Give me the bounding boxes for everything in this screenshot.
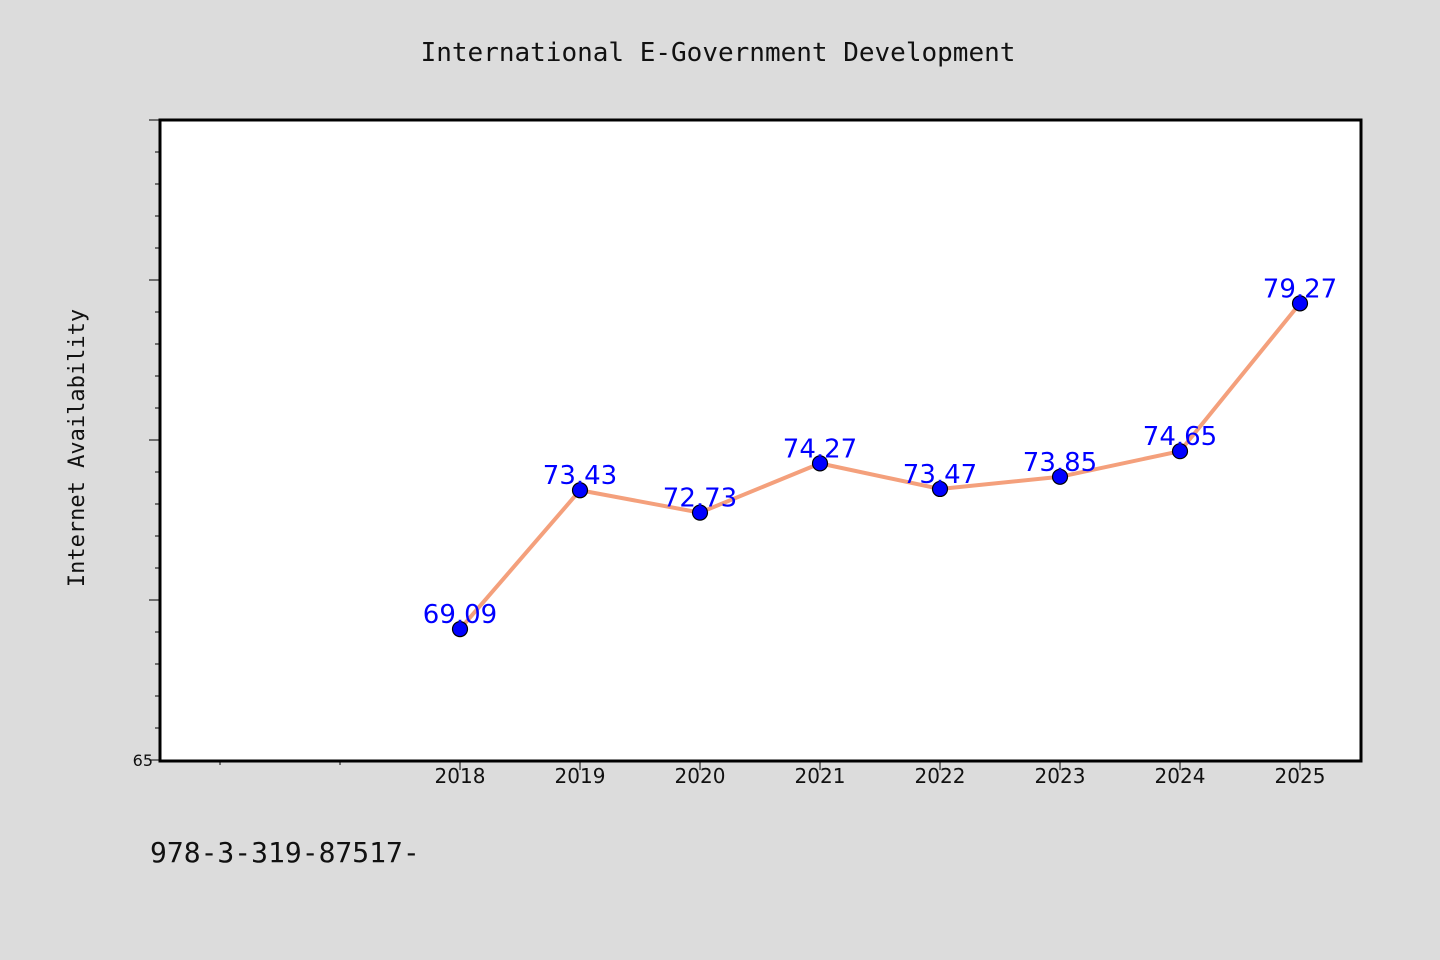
data-label: 73.43	[543, 461, 617, 491]
footer-isbn-text: 978-3-319-87517-	[150, 836, 420, 869]
x-tick-label: 2019	[555, 764, 606, 788]
data-labels: 69.09 73.43 72.73 74.27 73.47 73.85 74.65 79.27	[423, 274, 1337, 630]
data-label: 73.47	[903, 460, 977, 490]
x-tick-label: 2022	[915, 764, 966, 788]
series-lines	[458, 302, 1302, 631]
data-point	[451, 621, 469, 638]
x-tick-label: 2021	[795, 764, 846, 788]
series-markers	[451, 295, 1309, 638]
y-axis-label: Internet Availability	[65, 309, 90, 587]
axis-ticks: 65 2018 2019 2020 2021 2022 2023 2024 2025	[133, 119, 1326, 788]
data-point	[1291, 295, 1309, 312]
data-point	[571, 482, 589, 499]
x-tick-label: 2024	[1155, 764, 1206, 788]
data-point	[1051, 468, 1069, 485]
data-point	[1171, 443, 1189, 460]
y-tick-label: 65	[133, 751, 153, 770]
data-label: 74.27	[783, 434, 857, 464]
data-label: 72.73	[663, 484, 737, 514]
x-tick-label: 2023	[1035, 764, 1086, 788]
data-label: 79.27	[1263, 274, 1337, 304]
data-label: 74.65	[1143, 422, 1217, 452]
x-tick-label: 2020	[675, 764, 726, 788]
data-label: 73.85	[1023, 448, 1097, 478]
data-point	[811, 455, 829, 472]
plot-area	[158, 118, 1363, 763]
series-line	[458, 302, 1302, 631]
x-tick-label: 2018	[435, 764, 486, 788]
x-tick-label: 2025	[1275, 764, 1326, 788]
data-point	[691, 504, 709, 521]
chart-title: International E-Government Development	[421, 38, 1016, 68]
data-label: 69.09	[423, 600, 497, 630]
data-point	[931, 480, 949, 498]
